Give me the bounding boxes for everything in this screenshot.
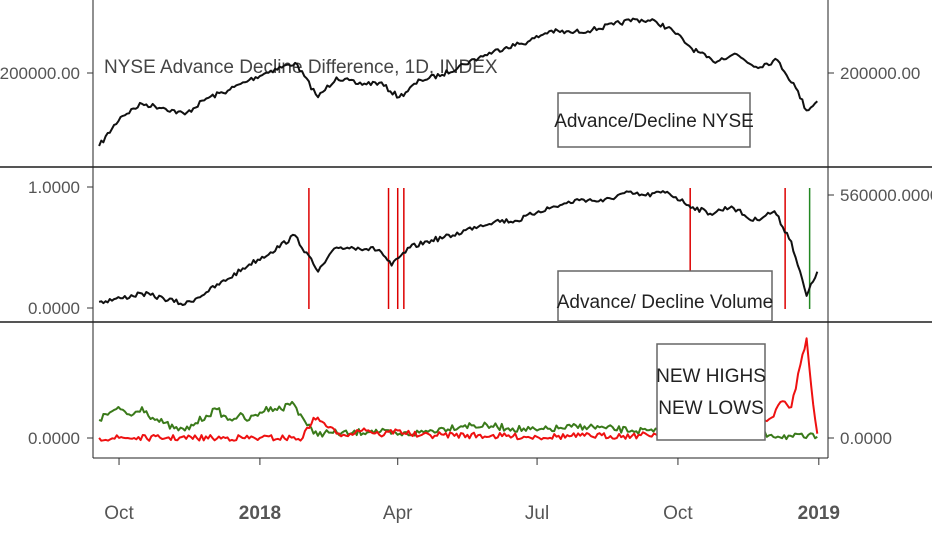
panel3-left-tick-label: 0.0000 [28,429,80,448]
panel3-right-tick-label: 0.0000 [840,429,892,448]
legend-advance-decline-volume-label: Advance/ Decline Volume [557,292,774,313]
panel1-left-tick-label: 200000.00 [0,64,80,83]
legend-advance-decline-volume [557,270,773,322]
panel-advance-decline-volume: 1.0000 0.0000 560000.0000 Advance/ Decli… [28,178,932,322]
x-tick-label-4: Jul [525,503,549,524]
panel-advance-decline-nyse: NYSE Advance Decline Difference, 1D, IND… [0,17,920,148]
series-line-advance-decline-nyse [98,17,818,147]
legend-new-lows-label: NEW LOWS [658,398,764,419]
x-tick-label-2: 2018 [239,503,281,524]
x-tick-label-1: Oct [104,503,134,524]
legend-advance-decline-nyse-label: Advance/Decline NYSE [554,111,754,132]
panel2-left-tick-label-bottom: 0.0000 [28,299,80,318]
legend-new-highs-label: NEW HIGHS [656,366,766,387]
panel2-series [98,190,819,306]
x-tick-label-5: Oct [663,503,693,524]
chart-title: NYSE Advance Decline Difference, 1D, IND… [104,57,498,78]
legend-new-highs-new-lows [656,343,766,441]
panel-new-highs-new-lows: 0.0000 0.0000 NEW HIGHS NEW LOWS [28,337,892,448]
panel1-right-tick-label: 200000.00 [840,64,920,83]
panel2-right-tick-label: 560000.0000 [840,186,932,205]
legend-advance-decline-nyse [557,92,751,148]
x-axis: Oct 2018 Apr Jul Oct 2019 [104,458,840,524]
series-line-advance-decline-volume [98,190,819,306]
panel1-series [98,17,818,147]
x-tick-label-3: Apr [383,503,413,524]
x-tick-label-6: 2019 [798,503,840,524]
panel2-left-tick-label-top: 1.0000 [28,178,80,197]
